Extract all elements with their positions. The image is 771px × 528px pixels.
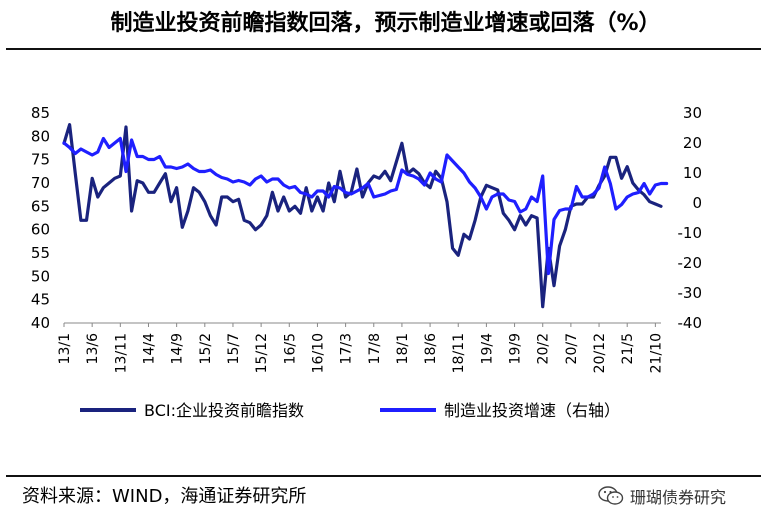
x-tick-label: 13/6 bbox=[85, 333, 101, 365]
legend-label: 制造业投资增速（右轴） bbox=[444, 401, 620, 420]
x-tick-label: 17/8 bbox=[367, 333, 383, 364]
y-right-tick-label: -20 bbox=[678, 254, 703, 272]
x-tick-label: 15/7 bbox=[226, 333, 242, 364]
y-left-tick-label: 85 bbox=[31, 104, 50, 122]
x-tick-label: 14/4 bbox=[141, 333, 157, 365]
x-tick-label: 21/10 bbox=[648, 333, 664, 373]
watermark-text: 珊瑚债券研究 bbox=[630, 488, 727, 507]
x-tick-label: 15/2 bbox=[198, 333, 214, 364]
y-right-tick-label: 10 bbox=[683, 164, 702, 182]
y-left-tick-label: 65 bbox=[31, 197, 50, 215]
source-note: 资料来源：WIND，海通证券研究所 bbox=[22, 486, 307, 507]
series-lines bbox=[62, 123, 669, 309]
y-right-tick-label: -10 bbox=[678, 224, 703, 242]
x-tick-label: 16/10 bbox=[310, 333, 326, 373]
x-tick-label: 14/9 bbox=[170, 333, 186, 364]
title-divider bbox=[6, 48, 761, 50]
x-tick-label: 19/9 bbox=[508, 333, 524, 364]
x-tick-label: 18/1 bbox=[395, 333, 411, 364]
y-left-tick-label: 50 bbox=[31, 267, 50, 285]
y-left-tick-label: 55 bbox=[31, 244, 50, 262]
y-left-tick-label: 75 bbox=[31, 151, 50, 169]
y-left-tick-label: 70 bbox=[31, 174, 50, 192]
y-left-tick-label: 80 bbox=[31, 127, 50, 145]
chart-title: 制造业投资前瞻指数回落，预示制造业增速或回落（%） bbox=[110, 11, 661, 36]
y-right-tick-label: -40 bbox=[678, 314, 703, 332]
y-right-tick-label: 30 bbox=[683, 104, 702, 122]
x-tick-label: 16/5 bbox=[282, 333, 298, 364]
x-tick-label: 13/1 bbox=[57, 333, 73, 364]
x-tick-label: 20/12 bbox=[592, 333, 608, 373]
x-tick-label: 13/11 bbox=[113, 333, 129, 373]
legend-label: BCI:企业投资前瞻指数 bbox=[144, 401, 304, 420]
x-tick-label: 20/7 bbox=[564, 333, 580, 364]
y-left-tick-label: 40 bbox=[31, 314, 50, 332]
y-left-tick-label: 45 bbox=[31, 291, 50, 309]
x-tick-label: 20/2 bbox=[536, 333, 552, 364]
x-tick-label: 18/6 bbox=[423, 333, 439, 365]
legend: BCI:企业投资前瞻指数 制造业投资增速（右轴） bbox=[80, 401, 620, 420]
series-line-bci bbox=[62, 123, 663, 309]
x-tick-label: 19/4 bbox=[479, 333, 495, 365]
y-right-tick-label: 0 bbox=[692, 194, 702, 212]
y-right-tick-label: 20 bbox=[683, 134, 702, 152]
x-tick-label: 17/3 bbox=[339, 333, 355, 364]
x-tick-label: 18/11 bbox=[451, 333, 467, 373]
wechat-icon bbox=[598, 486, 624, 505]
footer-divider bbox=[6, 475, 761, 477]
watermark: 珊瑚债券研究 bbox=[598, 484, 726, 508]
x-tick-label: 21/5 bbox=[620, 333, 636, 364]
y-right-tick-label: -30 bbox=[678, 284, 703, 302]
x-tick-label: 15/12 bbox=[254, 333, 270, 373]
line-chart: 40 45 50 55 60 65 70 75 80 85 -40 -30 -20 -10 0 10 20 30 1… bbox=[31, 104, 702, 420]
axes: 40 45 50 55 60 65 70 75 80 85 -40 -30 -20 -10 0 10 20 30 1… bbox=[31, 104, 702, 373]
y-left-tick-label: 60 bbox=[31, 221, 50, 239]
series-line-mfg-investment bbox=[62, 136, 669, 276]
